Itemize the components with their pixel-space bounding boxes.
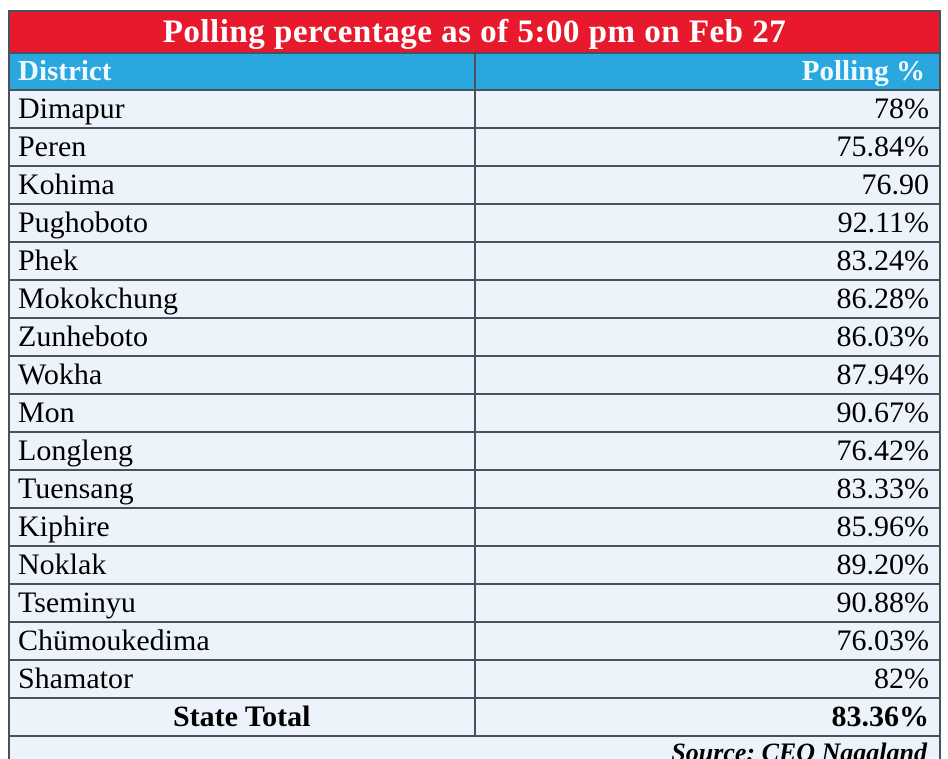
polling-cell: 92.11% <box>473 203 941 243</box>
polling-cell: 86.03% <box>473 317 941 357</box>
polling-cell: 75.84% <box>473 127 941 167</box>
table-row: Zunheboto 86.03% <box>8 317 941 357</box>
polling-cell: 76.42% <box>473 431 941 471</box>
district-cell: Phek <box>8 241 476 281</box>
table-row: Noklak 89.20% <box>8 545 941 585</box>
district-cell: Longleng <box>8 431 476 471</box>
total-label: State Total <box>8 697 476 737</box>
district-cell: Dimapur <box>8 89 476 129</box>
polling-cell: 90.67% <box>473 393 941 433</box>
header-row: District Polling % <box>8 52 941 91</box>
district-cell: Pughoboto <box>8 203 476 243</box>
table-row: Pughoboto 92.11% <box>8 203 941 243</box>
district-cell: Mokokchung <box>8 279 476 319</box>
district-cell: Kiphire <box>8 507 476 547</box>
district-cell: Shamator <box>8 659 476 699</box>
total-row: State Total 83.36% <box>8 697 941 737</box>
district-cell: Peren <box>8 127 476 167</box>
district-cell: Tseminyu <box>8 583 476 623</box>
table-row: Tseminyu 90.88% <box>8 583 941 623</box>
column-header-polling: Polling % <box>473 52 941 91</box>
column-header-district: District <box>8 52 476 91</box>
district-cell: Wokha <box>8 355 476 395</box>
table-row: Mokokchung 86.28% <box>8 279 941 319</box>
source-row: Source: CEO Nagaland <box>8 735 941 759</box>
polling-cell: 83.33% <box>473 469 941 509</box>
table-row: Chümoukedima 76.03% <box>8 621 941 661</box>
polling-cell: 85.96% <box>473 507 941 547</box>
table-row: Shamator 82% <box>8 659 941 699</box>
table-row: Mon 90.67% <box>8 393 941 433</box>
polling-cell: 76.90 <box>473 165 941 205</box>
district-cell: Tuensang <box>8 469 476 509</box>
polling-cell: 89.20% <box>473 545 941 585</box>
district-cell: Noklak <box>8 545 476 585</box>
polling-cell: 78% <box>473 89 941 129</box>
district-cell: Chümoukedima <box>8 621 476 661</box>
polling-table-sheet: Polling percentage as of 5:00 pm on Feb … <box>8 10 941 759</box>
table-row: Dimapur 78% <box>8 89 941 129</box>
table-row: Wokha 87.94% <box>8 355 941 395</box>
table-row: Longleng 76.42% <box>8 431 941 471</box>
source-note: Source: CEO Nagaland <box>8 735 941 759</box>
polling-table: Polling percentage as of 5:00 pm on Feb … <box>8 10 941 759</box>
polling-cell: 76.03% <box>473 621 941 661</box>
district-cell: Mon <box>8 393 476 433</box>
table-row: Kiphire 85.96% <box>8 507 941 547</box>
total-value: 83.36% <box>473 697 941 737</box>
table-row: Tuensang 83.33% <box>8 469 941 509</box>
polling-cell: 90.88% <box>473 583 941 623</box>
district-cell: Kohima <box>8 165 476 205</box>
polling-cell: 83.24% <box>473 241 941 281</box>
page-title: Polling percentage as of 5:00 pm on Feb … <box>8 10 941 54</box>
title-row: Polling percentage as of 5:00 pm on Feb … <box>8 10 941 54</box>
polling-cell: 87.94% <box>473 355 941 395</box>
table-row: Phek 83.24% <box>8 241 941 281</box>
district-cell: Zunheboto <box>8 317 476 357</box>
polling-cell: 82% <box>473 659 941 699</box>
polling-cell: 86.28% <box>473 279 941 319</box>
table-row: Kohima 76.90 <box>8 165 941 205</box>
table-row: Peren 75.84% <box>8 127 941 167</box>
